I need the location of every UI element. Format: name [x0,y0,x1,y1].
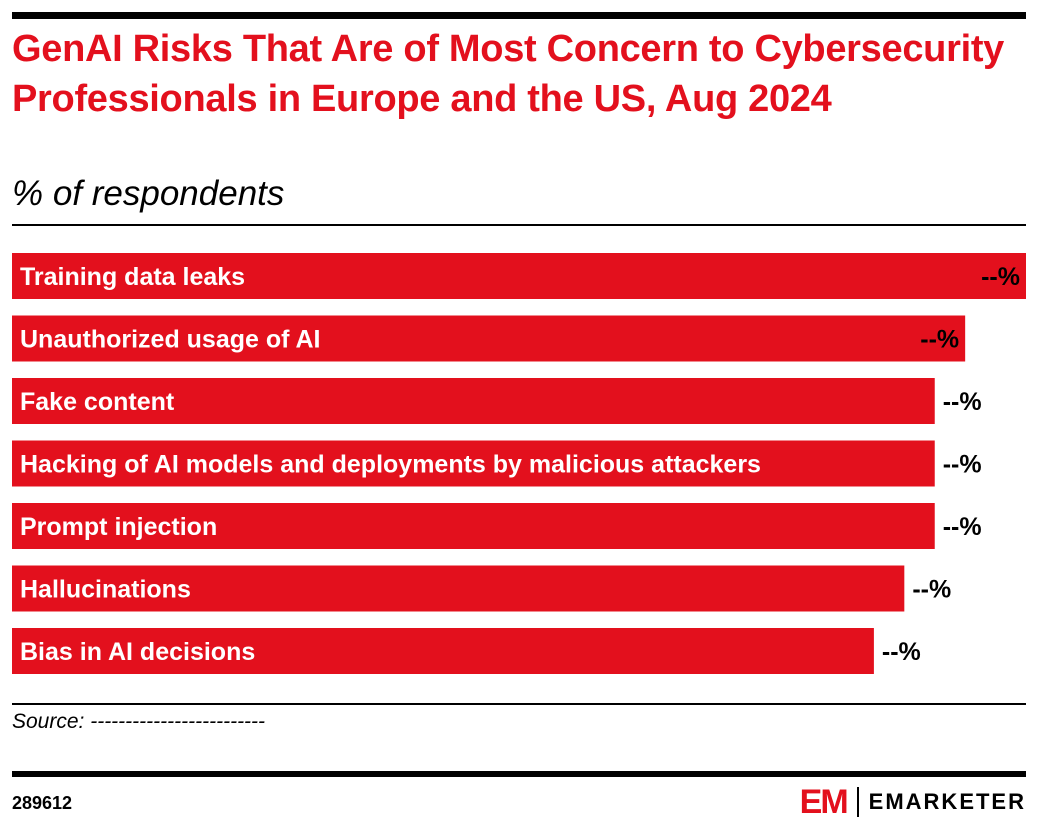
bar [12,628,874,674]
logo-mark: EM [799,783,849,821]
category-label: Prompt injection [20,513,217,541]
category-label: Unauthorized usage of AI [20,326,320,354]
value-label: --% [920,326,959,354]
category-label: Training data leaks [20,263,245,291]
bar [12,565,905,612]
source-note: Source: ------------------------- [12,710,266,733]
logo-text: EMARKETER [868,789,1026,814]
bar [12,503,935,549]
bar [12,440,935,487]
bottom-rule [12,771,1026,777]
bar-chart: Training data leaks --% Unauthorized usage… [12,253,1026,674]
value-label: --% [943,513,982,541]
bar [12,378,935,424]
value-label: --% [882,638,921,666]
bar [12,253,1026,299]
category-label: Bias in AI decisions [20,638,255,666]
category-label: Hallucinations [20,576,191,604]
top-rule [12,12,1026,19]
value-label: --% [912,576,951,604]
source-divider [12,703,1026,705]
bar [12,315,966,362]
emarketer-logo: EM EMARKETER [799,783,1026,821]
chart-id: 289612 [12,793,73,813]
value-label: --% [943,451,982,479]
header-divider [12,224,1026,226]
value-label: --% [943,388,982,416]
category-label: Hacking of AI models and deployments by … [20,451,761,479]
logo-divider [856,787,859,817]
value-label: --% [981,263,1020,291]
chart-subtitle: % of respondents [12,174,285,213]
chart-title: GenAI Risks That Are of Most Concern to … [12,28,1005,120]
category-label: Fake content [20,388,175,416]
